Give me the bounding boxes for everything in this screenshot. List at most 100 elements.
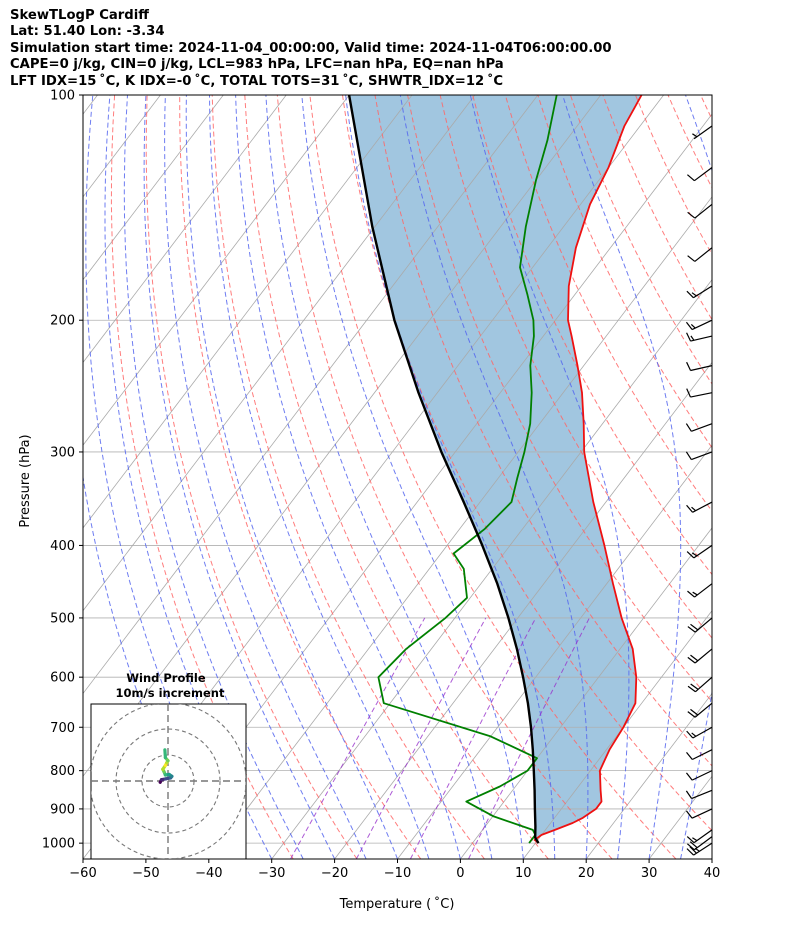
barb-feather	[686, 504, 693, 513]
barb-shaft	[694, 247, 713, 262]
stability-indices-1: CAPE=0 j/kg, CIN=0 j/kg, LCL=983 hPa, LF…	[10, 57, 504, 73]
chart-title: SkewTLogP Cardiff	[10, 8, 149, 23]
moist-adiabat	[164, 95, 367, 859]
moist-adiabat	[185, 95, 398, 859]
isotherm	[397, 444, 712, 859]
barb-feather	[686, 290, 694, 299]
barb-feather	[691, 552, 698, 557]
isotherms	[83, 95, 712, 859]
barb-feather	[690, 623, 699, 631]
isotherm	[711, 858, 712, 859]
barb-shaft	[693, 829, 713, 844]
wind-barb	[685, 319, 713, 331]
barb-feather	[685, 321, 693, 330]
wind-barb	[686, 332, 713, 342]
x-axis-label: Temperature ( ˚C)	[339, 896, 455, 912]
isotherm	[271, 278, 712, 859]
barb-shaft	[694, 702, 713, 718]
mixing-ratio-line	[290, 617, 426, 859]
hodograph-segment	[163, 748, 167, 760]
x-tick-label: −20	[321, 866, 348, 881]
isotherm	[83, 95, 350, 446]
chart-title-block: SkewTLogP Cardiff Lat: 51.40 Lon: -3.34 …	[10, 8, 612, 90]
barb-feather	[687, 590, 695, 598]
isotherm	[83, 95, 539, 695]
wind-barb	[685, 423, 713, 432]
moist-adiabat	[469, 95, 630, 859]
location-coordinates: Lat: 51.40 Lon: -3.34	[10, 24, 165, 40]
isotherm	[334, 361, 712, 859]
barb-feather	[687, 211, 696, 219]
barb-feather	[687, 685, 696, 693]
wind-barb	[687, 247, 713, 262]
moist-adiabat	[143, 95, 336, 859]
barb-shaft	[691, 789, 713, 800]
dry-adiabat	[342, 95, 712, 832]
barb-feather	[690, 683, 699, 690]
y-tick-label: 400	[50, 539, 75, 554]
barb-feather	[690, 654, 699, 662]
mixing-ratio-line	[468, 617, 590, 859]
mixing-ratio-line	[355, 617, 487, 859]
barb-shaft	[691, 319, 713, 331]
barb-feather	[691, 732, 697, 737]
dry-adiabat	[766, 95, 794, 859]
wind-barb	[687, 836, 713, 851]
isotherm	[83, 95, 287, 364]
x-tick-label: 10	[515, 866, 532, 881]
isotherm	[83, 95, 413, 529]
barb-feather	[685, 772, 693, 781]
profile-lines	[347, 95, 643, 844]
barb-feather	[690, 335, 695, 341]
x-axis-ticks: −60 −50 −40 −30 −20 −10 0 10 20 30 40	[69, 859, 720, 881]
barb-feather	[691, 506, 697, 512]
wind-barb	[692, 125, 713, 140]
barb-shaft	[693, 544, 713, 559]
wind-barb	[685, 451, 713, 461]
wind-barb	[686, 829, 713, 844]
y-tick-label: 200	[50, 314, 75, 329]
isotherm	[83, 95, 224, 281]
y-axis-ticks: 100 200 300 400 500 600 700 800 900 1000	[42, 89, 83, 852]
wind-barb	[685, 808, 713, 819]
y-tick-label: 600	[50, 671, 75, 686]
barb-feather	[686, 361, 692, 371]
barb-shaft	[691, 423, 713, 432]
barb-feather	[692, 591, 698, 596]
barb-shaft	[691, 451, 713, 461]
barb-feather	[686, 551, 695, 559]
barb-feather	[692, 133, 698, 138]
isotherm	[585, 692, 712, 859]
x-tick-label: 40	[704, 866, 721, 881]
wind-barb	[687, 167, 713, 182]
dry-adiabat	[244, 95, 549, 859]
barb-shaft	[690, 335, 713, 342]
barb-shaft	[694, 648, 713, 664]
moist-adiabat	[235, 95, 461, 859]
wind-barbs	[685, 125, 713, 856]
barb-feather	[692, 837, 698, 842]
y-tick-label: 700	[50, 721, 75, 736]
y-tick-label: 100	[50, 89, 75, 104]
dry-adiabat	[110, 95, 294, 859]
isotherm	[460, 527, 712, 859]
mixing-ratio-line	[409, 617, 537, 859]
wind-barb	[687, 203, 713, 219]
dry-adiabat	[374, 95, 712, 767]
barb-feather	[685, 790, 693, 799]
y-tick-label: 800	[50, 764, 75, 779]
moist-adiabat	[562, 95, 682, 859]
x-tick-label: −60	[69, 866, 96, 881]
dry-adiabat	[537, 95, 712, 449]
barb-feather	[686, 848, 694, 856]
wind-barb	[686, 544, 713, 559]
dry-adiabat	[700, 95, 712, 121]
dry-adiabat	[733, 95, 794, 859]
barb-feather	[687, 626, 696, 633]
barb-feather	[687, 255, 696, 262]
barb-feather	[686, 751, 693, 760]
hodograph-subtitle: 10m/s increment	[116, 686, 225, 700]
moist-adiabat	[399, 95, 589, 859]
barb-shaft	[693, 285, 713, 299]
barb-shaft	[694, 167, 713, 182]
